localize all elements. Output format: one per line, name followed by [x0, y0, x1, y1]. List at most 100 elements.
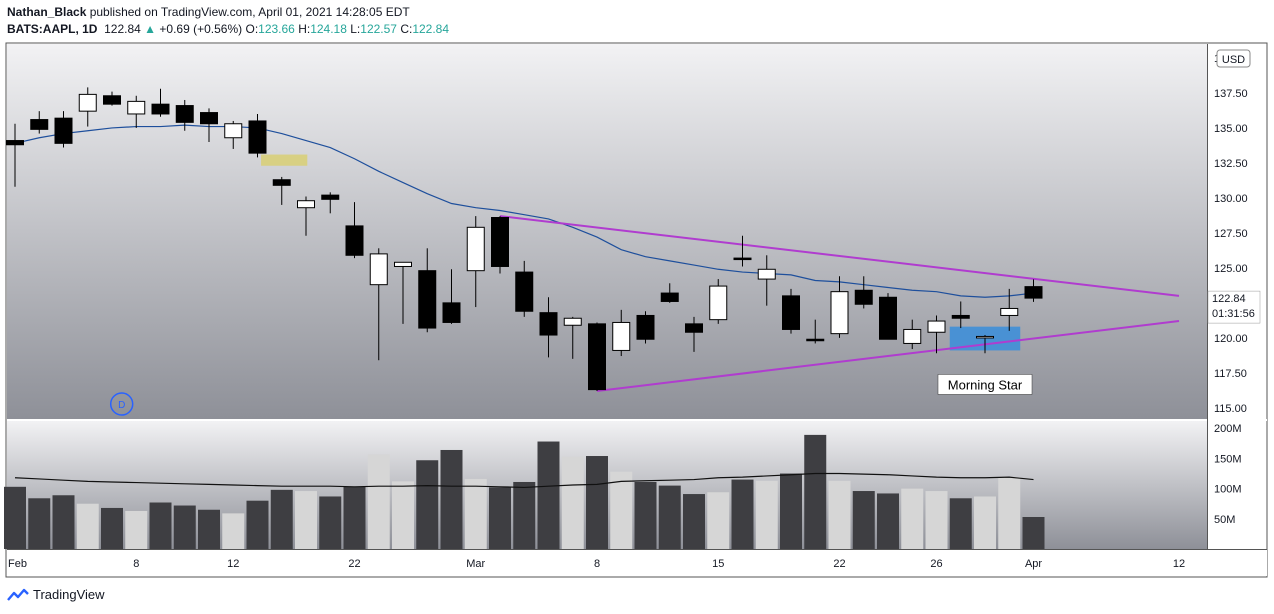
candles — [6, 87, 1043, 392]
volume-bar — [828, 480, 851, 549]
volume-bar — [925, 491, 948, 549]
price-tick-label: 115.00 — [1214, 403, 1247, 415]
candle-body — [127, 100, 146, 115]
volume-bar — [755, 480, 778, 549]
price-tick-label: 117.50 — [1214, 368, 1247, 380]
candle — [200, 108, 218, 142]
high-label: H: — [298, 22, 311, 36]
dividend-icon: D — [118, 400, 125, 411]
candle — [442, 269, 461, 324]
volume-bar — [561, 456, 584, 549]
candle — [782, 288, 800, 334]
close-value: 122.84 — [412, 22, 450, 36]
time-label: Apr — [1025, 558, 1042, 570]
volume-bar — [101, 507, 123, 549]
last-price: 122.84 — [104, 22, 141, 36]
candle — [248, 113, 267, 158]
volume-bar — [149, 502, 172, 549]
candle-body — [563, 317, 582, 326]
author-name[interactable]: Nathan_Black — [7, 5, 87, 19]
candle-body — [685, 323, 703, 333]
candle — [612, 309, 631, 357]
time-label: 22 — [833, 558, 845, 570]
candle — [757, 255, 776, 306]
price-tick-label: 125.00 — [1214, 263, 1248, 275]
candle-body — [830, 291, 849, 335]
volume-bar — [76, 503, 99, 549]
candle — [563, 316, 582, 359]
price-pane[interactable] — [7, 44, 1207, 419]
candle-body — [539, 312, 558, 336]
trendlines[interactable] — [499, 215, 1180, 393]
volume-bar — [222, 513, 245, 549]
trendline-lower — [596, 320, 1180, 393]
low-label: L: — [350, 22, 361, 36]
doji-highlight — [261, 154, 308, 166]
candle — [830, 276, 849, 338]
volume-bar — [367, 454, 390, 549]
volume-bar — [683, 494, 705, 549]
symbol-label: BATS:AAPL, 1D — [7, 22, 98, 36]
volume-bar — [52, 495, 75, 549]
candle — [951, 301, 970, 329]
candle — [927, 315, 946, 354]
volume-bar — [731, 479, 754, 549]
candle-body — [782, 295, 800, 330]
candle — [806, 319, 825, 344]
low-value: 122.57 — [360, 22, 397, 36]
candle-body — [879, 296, 897, 340]
candle-body — [297, 200, 315, 209]
candle-body — [103, 95, 121, 105]
candle-body — [636, 314, 655, 340]
candle-body — [54, 117, 73, 144]
candle — [879, 293, 897, 340]
candle-body — [757, 268, 776, 280]
currency-button[interactable]: USD — [1216, 49, 1251, 68]
candle-body — [151, 103, 170, 115]
candle-body — [733, 257, 752, 261]
candle-body — [321, 194, 340, 200]
candle-body — [854, 289, 873, 305]
volume-bar — [877, 493, 899, 549]
time-label: 8 — [594, 558, 600, 570]
time-label: Feb — [8, 558, 27, 570]
candle — [491, 216, 509, 274]
volume-tick-label: 50M — [1214, 514, 1235, 526]
volume-bar — [125, 510, 148, 549]
volume-bar — [780, 473, 802, 549]
time-label: 26 — [930, 558, 942, 570]
time-axis[interactable] — [7, 550, 1267, 576]
volume-bar — [28, 498, 51, 549]
candle-body — [951, 314, 970, 319]
price-tick-label: 137.50 — [1214, 88, 1248, 100]
candle-body — [976, 335, 994, 339]
brand-name[interactable]: TradingView — [33, 587, 105, 602]
candle-body — [345, 225, 364, 256]
volume-bar — [270, 489, 293, 549]
price-tick-label: 120.00 — [1214, 333, 1248, 345]
candle — [127, 95, 146, 128]
price-tick-label: 127.50 — [1214, 228, 1248, 240]
candle — [636, 311, 655, 344]
volume-bar — [634, 481, 657, 549]
candle-body — [515, 271, 534, 312]
volume-bar — [513, 481, 536, 549]
candle — [54, 111, 73, 148]
volume-bar — [198, 509, 220, 549]
tradingview-logo-icon — [7, 588, 29, 601]
symbol-info: BATS:AAPL, 1D 122.84 ▲ +0.69 (+0.56%) O:… — [7, 22, 449, 36]
candle-body — [175, 105, 194, 123]
volume-bar — [4, 486, 26, 549]
volume-bar — [416, 460, 439, 549]
candle — [660, 283, 679, 303]
candle — [1000, 288, 1019, 331]
candle — [224, 120, 243, 149]
candle — [30, 111, 49, 134]
dividend-marker[interactable]: D — [109, 392, 134, 416]
close-label: C: — [400, 22, 413, 36]
countdown-label: 01:31:56 — [1212, 308, 1255, 320]
volume-bar — [246, 500, 269, 549]
volume-bar — [392, 481, 414, 549]
open-label: O: — [245, 22, 259, 36]
